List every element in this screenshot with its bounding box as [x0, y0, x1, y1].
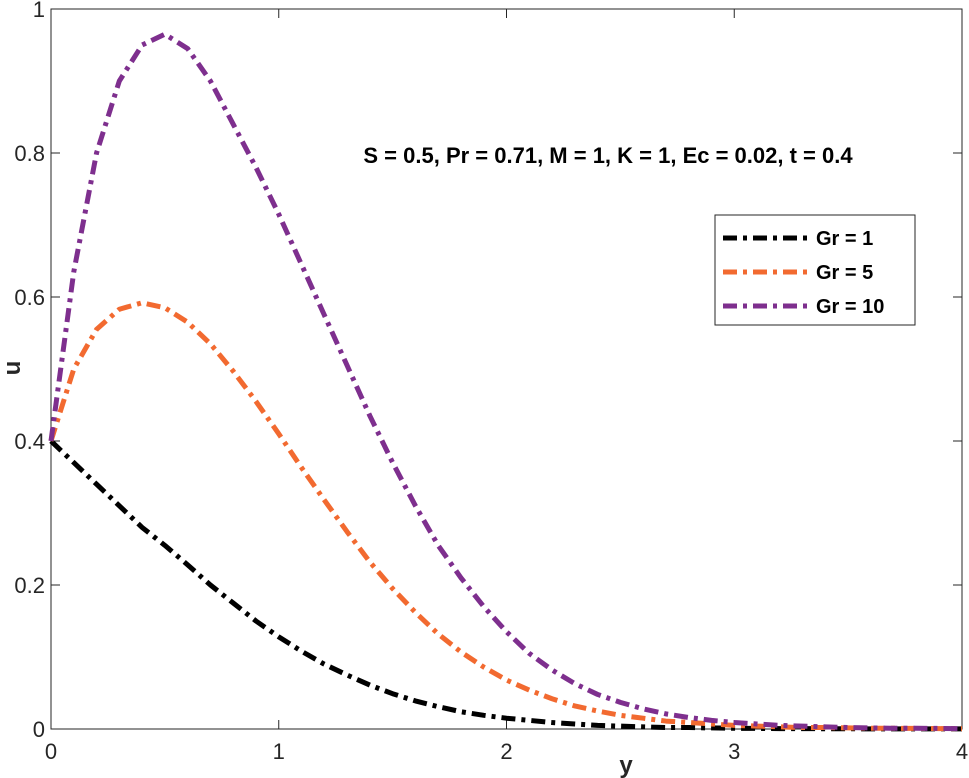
x-tick-label: 2: [500, 739, 512, 764]
axis-ticks: 0 1 2 3 4 0 0.2 0.4 0.6 0.8 1: [14, 0, 968, 764]
legend-label-2: Gr = 5: [816, 262, 873, 284]
x-axis-label: y: [619, 752, 633, 778]
x-tick-label: 1: [273, 739, 285, 764]
plot-area: [50, 8, 963, 730]
series-line-3: [48, 31, 963, 732]
series-group: [48, 31, 963, 732]
y-axis-label: u: [0, 361, 26, 376]
y-tick-label: 1: [33, 0, 45, 22]
series-line-2: [48, 300, 962, 732]
y-tick-label: 0.2: [14, 573, 45, 598]
parameter-annotation: S = 0.5, Pr = 0.71, M = 1, K = 1, Ec = 0…: [363, 143, 853, 168]
y-tick-label: 0.4: [14, 429, 45, 454]
x-tick-label: 4: [956, 739, 968, 764]
series-line-1: [49, 439, 962, 732]
legend: Gr = 1 Gr = 5 Gr = 10: [714, 214, 916, 326]
legend-box: [714, 214, 916, 326]
y-tick-label: 0.6: [14, 285, 45, 310]
y-tick-label: 0.8: [14, 141, 45, 166]
legend-label-3: Gr = 10: [816, 296, 884, 318]
x-tick-label: 3: [728, 739, 740, 764]
x-tick-label: 0: [45, 739, 57, 764]
legend-label-1: Gr = 1: [816, 228, 873, 250]
y-tick-label: 0: [33, 717, 45, 742]
